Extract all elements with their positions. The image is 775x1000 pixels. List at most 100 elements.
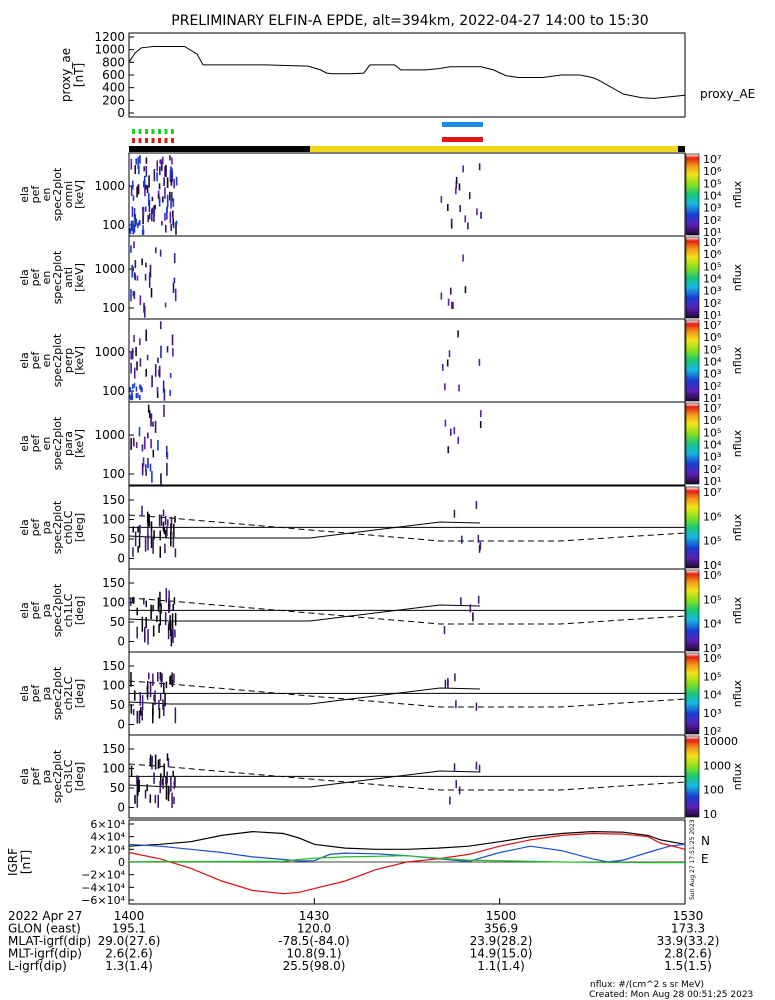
- spec-pixel: [133, 241, 135, 249]
- spec-pixel: [149, 681, 152, 698]
- spec-pixel: [132, 597, 135, 604]
- panel-label-line: en: [40, 188, 53, 202]
- spec-pixel: [156, 387, 159, 393]
- spec-pixel: [478, 544, 481, 553]
- spec-pixel: [134, 795, 136, 804]
- spec-pixel: [142, 229, 145, 235]
- spec-pixel: [130, 672, 132, 687]
- panel-label-line: pef: [29, 268, 42, 287]
- spec-pixel: [166, 525, 168, 537]
- colorbar-tick-label: 10⁷: [703, 319, 721, 332]
- spec-pixel: [144, 630, 146, 643]
- zone-mark-red: [138, 138, 142, 143]
- panel-ytick-label: 1000: [94, 262, 125, 276]
- panel-label-line: ela: [18, 435, 31, 452]
- anti-loss-cone-line: [128, 514, 686, 542]
- spec-pixel: [159, 321, 162, 330]
- colorbar-tick-label: 10⁷: [703, 402, 721, 415]
- spec-pixel: [170, 532, 172, 547]
- panel-label-line: pa: [40, 521, 53, 535]
- spec-pixel: [168, 601, 171, 612]
- spec-pixel: [153, 772, 155, 784]
- colorbar-tick-label: 10³: [703, 202, 721, 215]
- spec-pixel: [153, 694, 155, 702]
- spec-pixel: [447, 677, 449, 686]
- created-stamp: Created: Mon Aug 28 00:51:25 2023: [589, 990, 753, 1000]
- colorbar-unit: nflux: [731, 596, 744, 624]
- panel-ytick-label: 0: [117, 801, 125, 815]
- colorbar-tick-label: 10⁴: [703, 190, 722, 203]
- spec-pixel: [151, 375, 153, 388]
- spec-pixel: [147, 629, 149, 645]
- spec-pixel: [478, 764, 481, 773]
- spec-pixel: [163, 703, 165, 716]
- colorbar-tick-label: 10¹: [703, 475, 721, 488]
- spec-pixel: [131, 264, 133, 278]
- panel-label-line: perp: [62, 348, 75, 373]
- spec-pixel: [449, 428, 452, 436]
- spec-pixel: [174, 515, 176, 523]
- panel-label-line: spec2plot: [51, 250, 64, 304]
- spec-pixel: [145, 262, 147, 268]
- panel-ytick-label: 100: [102, 596, 125, 610]
- igrf-ytick-label: −6×10⁴: [81, 894, 125, 907]
- panel-label-line: ch0LC: [62, 510, 75, 544]
- panel-label-line: [deg]: [73, 762, 86, 791]
- spec-pixel: [171, 792, 173, 809]
- zone-mark-red: [151, 138, 155, 143]
- spec-pixel: [173, 178, 175, 189]
- colorbar-unit: nflux: [731, 762, 744, 790]
- spec-pixel: [443, 626, 446, 635]
- spec-pixel: [168, 590, 170, 605]
- spec-pixel: [135, 393, 138, 399]
- spec-pixel: [159, 692, 162, 701]
- spec-pixel: [175, 220, 178, 225]
- panel-ytick-label: 100: [102, 218, 125, 232]
- colorbar: [685, 402, 700, 485]
- spec-pixel: [472, 613, 474, 622]
- spec-pixel: [152, 537, 154, 554]
- spec-pixel: [139, 295, 142, 306]
- spec-pixel: [175, 222, 177, 235]
- panel-label-line: ela: [18, 186, 31, 203]
- spec-pixel: [142, 225, 144, 231]
- panel-label-line: [deg]: [73, 513, 86, 542]
- spec-pixel: [159, 530, 161, 541]
- spec-pixel: [459, 204, 461, 212]
- panel-label-line: ela: [18, 352, 31, 369]
- panel-label-line: pef: [29, 601, 42, 620]
- spec-pixel: [154, 247, 157, 254]
- colorbar-unit: nflux: [731, 346, 744, 374]
- orbit-bar-black: [129, 146, 310, 152]
- ephemeris-value: 14.9(15.0): [470, 947, 533, 961]
- spec-pixel: [170, 224, 173, 231]
- spec-pixel: [166, 753, 169, 761]
- spec-pixel: [148, 672, 150, 680]
- igrf-label-n: N: [701, 834, 710, 848]
- colorbar-tick-label: 10²: [703, 725, 721, 738]
- time-axis: [128, 898, 686, 904]
- spec-pixel: [152, 673, 154, 686]
- panel-ytick-label: 1000: [94, 179, 125, 193]
- colorbar-tick-label: 10⁶: [703, 248, 722, 261]
- spec-pixel: [143, 436, 146, 450]
- spec-pixel: [144, 789, 147, 799]
- colorbar-tick-label: 10⁵: [703, 593, 721, 606]
- spec-pixel: [147, 193, 150, 206]
- spec-pixel: [146, 185, 149, 194]
- panel-label-line: pef: [29, 351, 42, 370]
- zone-mark-red: [158, 138, 161, 143]
- spec-pixel: [137, 776, 140, 784]
- colorbar-tick-label: 10⁷: [703, 236, 721, 249]
- spec-pixel: [132, 437, 135, 447]
- spec-pixel: [158, 514, 161, 527]
- igrf-component-line: [128, 832, 686, 895]
- spec-pixel: [160, 514, 163, 526]
- spec-pixel: [157, 357, 159, 363]
- ephemeris-value: 173.3: [671, 922, 705, 936]
- status-bars: [129, 122, 685, 152]
- spec-pixel: [146, 354, 149, 361]
- proxy-ae-legend: proxy_AE: [700, 87, 755, 101]
